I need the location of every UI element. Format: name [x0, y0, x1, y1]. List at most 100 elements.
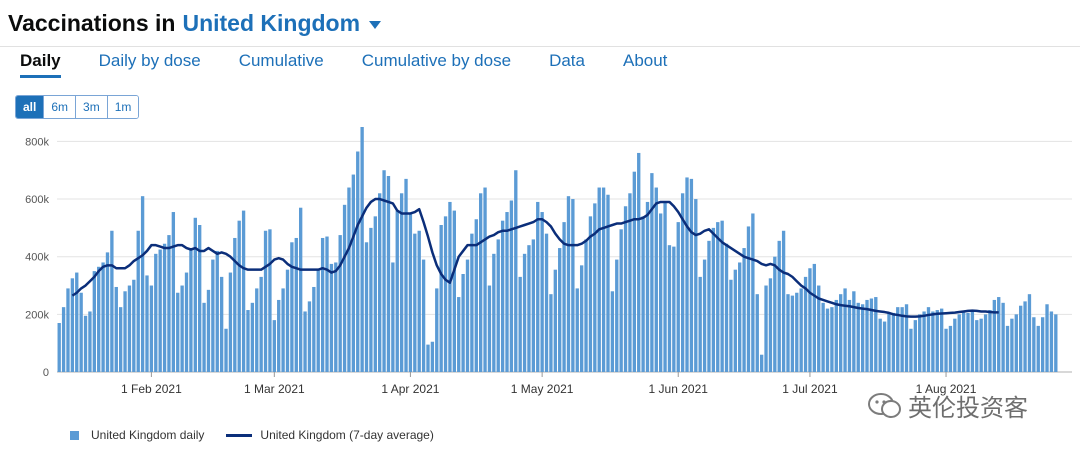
- daily-bar[interactable]: [224, 328, 228, 372]
- daily-bar[interactable]: [843, 288, 847, 372]
- daily-bar[interactable]: [145, 275, 149, 372]
- daily-bar[interactable]: [281, 288, 285, 372]
- daily-bar[interactable]: [83, 315, 88, 372]
- daily-bar[interactable]: [834, 299, 838, 372]
- daily-bar[interactable]: [975, 320, 979, 372]
- daily-bar[interactable]: [509, 200, 514, 373]
- daily-bar[interactable]: [702, 259, 707, 372]
- daily-bar[interactable]: [988, 310, 992, 372]
- daily-bar[interactable]: [70, 278, 75, 372]
- daily-bar[interactable]: [329, 263, 334, 372]
- daily-bar[interactable]: [839, 294, 843, 372]
- daily-bar[interactable]: [680, 193, 685, 372]
- daily-bar[interactable]: [250, 302, 255, 372]
- daily-bar[interactable]: [729, 279, 733, 372]
- daily-bar[interactable]: [75, 272, 79, 372]
- daily-bar[interactable]: [360, 127, 364, 372]
- daily-bar[interactable]: [1023, 301, 1027, 372]
- daily-bar[interactable]: [997, 297, 1001, 372]
- daily-bar[interactable]: [426, 344, 430, 372]
- daily-bar[interactable]: [483, 187, 487, 372]
- daily-bar[interactable]: [860, 304, 865, 372]
- daily-bar[interactable]: [176, 292, 180, 372]
- daily-bar[interactable]: [97, 266, 101, 372]
- range-3m-button[interactable]: 3m: [76, 96, 108, 118]
- daily-bar[interactable]: [162, 243, 167, 372]
- daily-bar[interactable]: [312, 286, 316, 372]
- daily-bar[interactable]: [268, 229, 272, 372]
- daily-bar[interactable]: [496, 239, 500, 372]
- daily-bar[interactable]: [799, 288, 803, 372]
- daily-bar[interactable]: [448, 201, 452, 372]
- daily-bar[interactable]: [953, 318, 957, 372]
- daily-bar[interactable]: [795, 292, 799, 372]
- daily-bar[interactable]: [918, 314, 922, 372]
- area-selector[interactable]: United Kingdom: [182, 9, 361, 36]
- daily-bar[interactable]: [105, 252, 110, 372]
- daily-bar[interactable]: [694, 199, 698, 372]
- daily-bar[interactable]: [487, 285, 492, 372]
- daily-bar[interactable]: [79, 292, 83, 372]
- daily-bar[interactable]: [263, 230, 268, 372]
- daily-bar[interactable]: [316, 269, 320, 372]
- daily-bar[interactable]: [369, 227, 373, 372]
- daily-bar[interactable]: [738, 262, 742, 372]
- daily-bar[interactable]: [544, 233, 549, 372]
- daily-bar[interactable]: [663, 201, 667, 372]
- daily-bar[interactable]: [198, 225, 202, 372]
- daily-bar[interactable]: [180, 285, 184, 372]
- daily-bar[interactable]: [101, 262, 105, 372]
- daily-bar[interactable]: [470, 233, 474, 372]
- daily-bar[interactable]: [540, 212, 544, 372]
- daily-bar[interactable]: [61, 307, 66, 372]
- daily-bar[interactable]: [935, 310, 939, 372]
- range-all-button[interactable]: all: [16, 96, 45, 118]
- daily-bar[interactable]: [1045, 304, 1049, 372]
- daily-bar[interactable]: [1010, 318, 1014, 372]
- daily-bar[interactable]: [628, 193, 632, 372]
- daily-bar[interactable]: [259, 276, 263, 372]
- daily-bar[interactable]: [430, 341, 435, 372]
- daily-bar[interactable]: [457, 297, 461, 372]
- daily-bar[interactable]: [676, 222, 680, 372]
- daily-bar[interactable]: [891, 312, 896, 372]
- daily-bar[interactable]: [887, 312, 891, 372]
- daily-bar[interactable]: [193, 217, 197, 372]
- daily-bar[interactable]: [553, 269, 557, 372]
- daily-bar[interactable]: [382, 170, 386, 372]
- daily-bar[interactable]: [759, 354, 764, 372]
- daily-bar[interactable]: [527, 245, 531, 372]
- daily-bar[interactable]: [821, 302, 825, 372]
- daily-bar[interactable]: [724, 243, 729, 372]
- daily-bar[interactable]: [575, 288, 579, 372]
- daily-bar[interactable]: [781, 230, 786, 372]
- daily-bar[interactable]: [957, 314, 961, 372]
- daily-bar[interactable]: [830, 307, 834, 372]
- daily-bar[interactable]: [584, 239, 588, 372]
- daily-bar[interactable]: [127, 285, 132, 372]
- daily-bar[interactable]: [615, 259, 619, 372]
- daily-bar[interactable]: [439, 225, 443, 372]
- daily-bar[interactable]: [597, 187, 601, 372]
- daily-bar[interactable]: [303, 311, 307, 372]
- daily-bar[interactable]: [66, 288, 70, 372]
- daily-bar[interactable]: [742, 248, 746, 372]
- daily-bar[interactable]: [606, 194, 610, 372]
- daily-bar[interactable]: [755, 294, 759, 372]
- daily-bar[interactable]: [399, 193, 404, 372]
- daily-bar[interactable]: [711, 227, 716, 372]
- daily-bar[interactable]: [118, 307, 123, 372]
- daily-bar[interactable]: [808, 268, 812, 372]
- daily-bar[interactable]: [443, 216, 448, 372]
- chevron-down-icon[interactable]: [369, 20, 382, 29]
- daily-bar[interactable]: [869, 298, 874, 373]
- daily-bar[interactable]: [733, 269, 737, 372]
- daily-bar[interactable]: [983, 314, 988, 372]
- daily-bar[interactable]: [773, 256, 777, 372]
- tab-cumulative-by-dose[interactable]: Cumulative by dose: [361, 51, 512, 70]
- range-6m-button[interactable]: 6m: [44, 96, 77, 118]
- daily-bar[interactable]: [505, 212, 509, 372]
- daily-bar[interactable]: [698, 276, 702, 372]
- daily-bar[interactable]: [632, 171, 636, 372]
- tab-daily-by-dose[interactable]: Daily by dose: [98, 51, 201, 70]
